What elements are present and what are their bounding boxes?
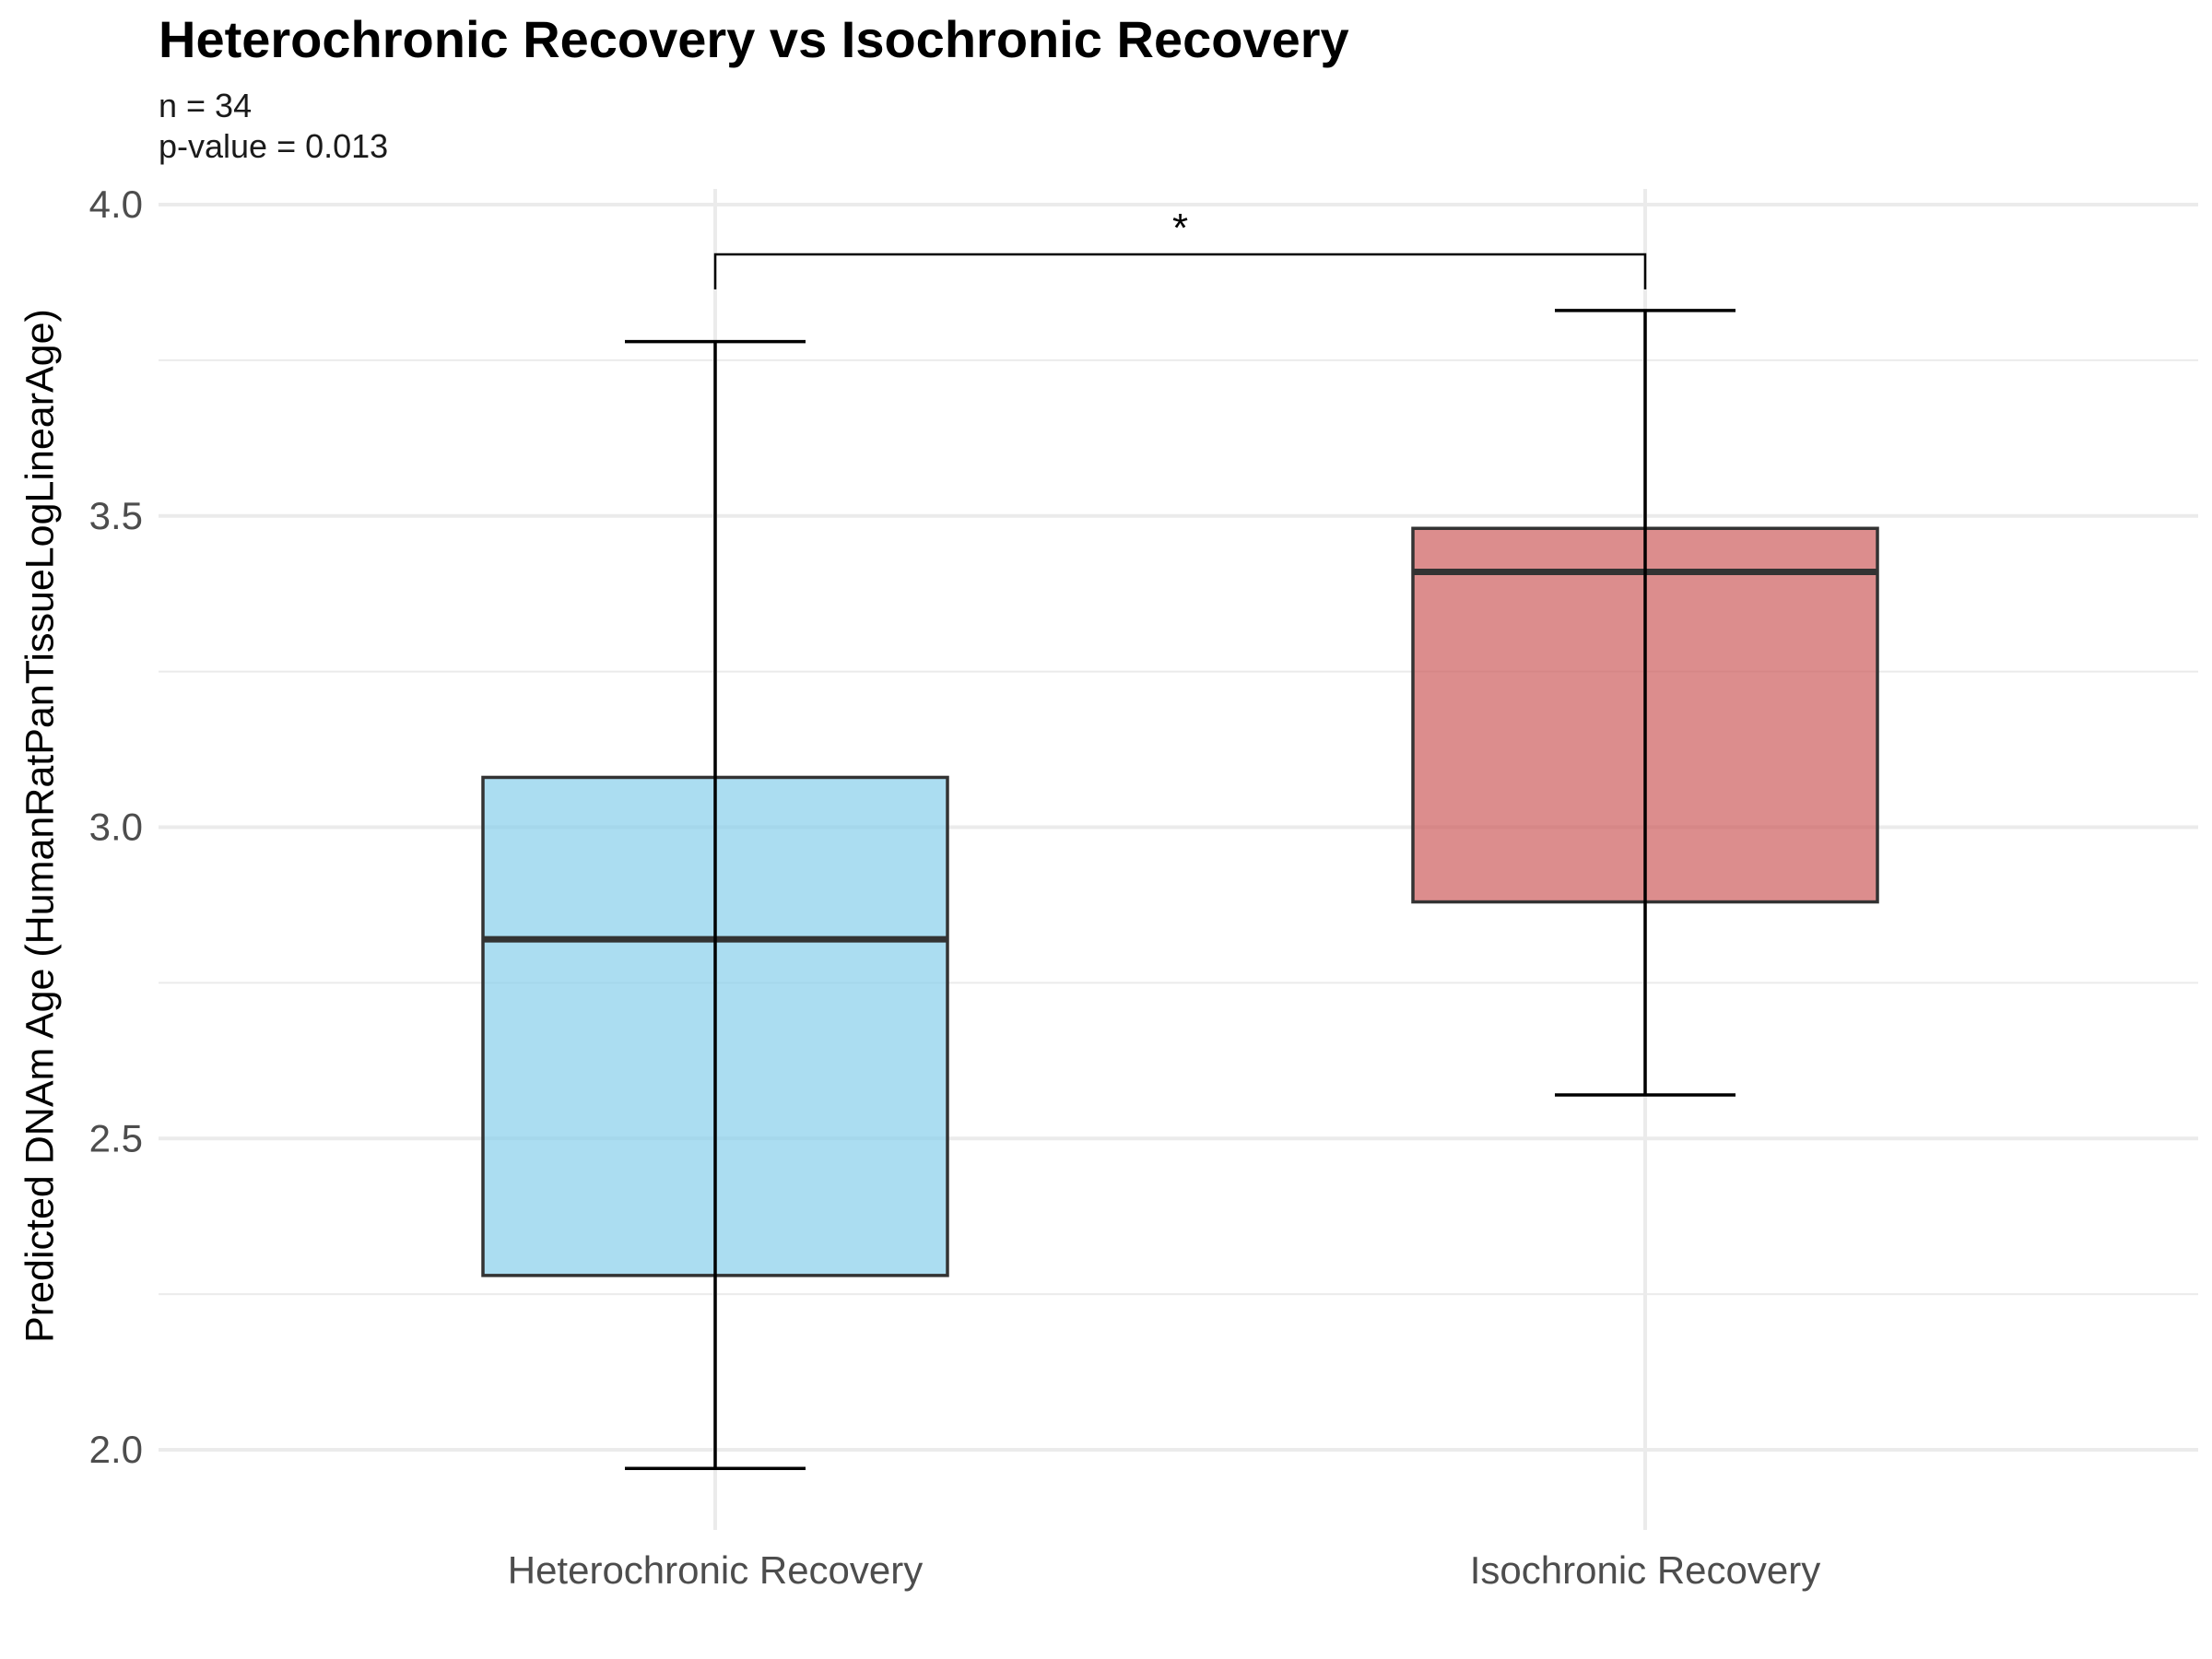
y-tick-label: 2.5 — [89, 1116, 143, 1159]
box-group — [1411, 309, 1879, 1097]
significance-label: * — [1172, 206, 1188, 251]
subtitle-n: n = 34 — [159, 87, 253, 124]
y-tick-label: 3.0 — [89, 806, 143, 849]
boxes — [481, 309, 1879, 1471]
chart-title: Heterochronic Recovery vs Isochronic Rec… — [159, 10, 1349, 68]
y-tick-label: 2.0 — [89, 1428, 143, 1471]
x-tick-label: Isochronic Recovery — [1470, 1548, 1820, 1592]
box-group — [481, 339, 949, 1471]
y-tick-label: 4.0 — [89, 182, 143, 226]
bracket-line — [713, 253, 1647, 290]
x-tick-label: Heterochronic Recovery — [508, 1548, 924, 1592]
grid-lines — [159, 189, 2198, 1530]
subtitle-p-value: p-value = 0.013 — [159, 127, 389, 165]
significance-bracket: * — [713, 206, 1647, 290]
y-tick-label: 3.5 — [89, 494, 143, 537]
axis-ticks: 2.0 2.5 3.0 3.5 4.0 Heterochronic Recovery Iso… — [89, 182, 1821, 1592]
